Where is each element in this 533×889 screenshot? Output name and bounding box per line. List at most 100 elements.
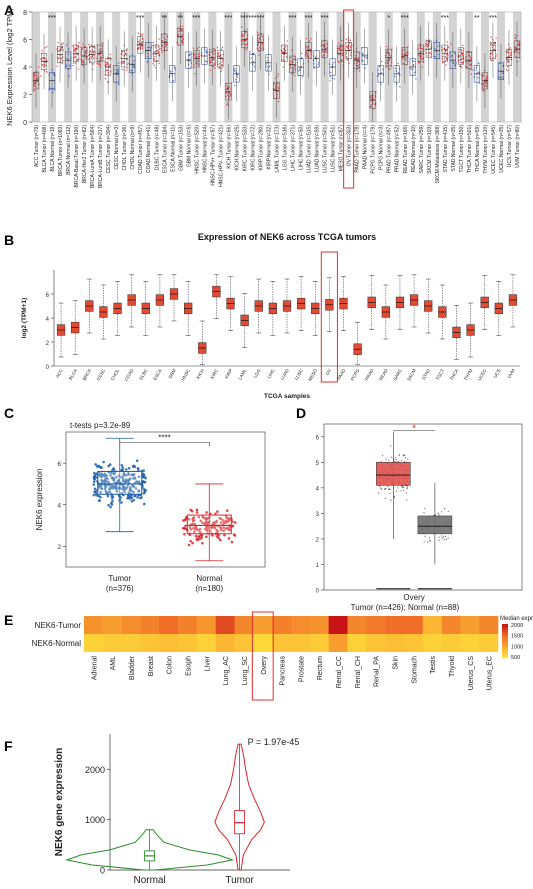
data-point xyxy=(94,491,98,495)
category-label: MESO xyxy=(307,368,318,382)
y-tick-label: 2 xyxy=(23,93,27,100)
data-point xyxy=(111,495,115,498)
data-point xyxy=(57,42,59,44)
category-label: UVM xyxy=(506,368,515,379)
data-point xyxy=(189,508,193,512)
data-point xyxy=(100,56,103,58)
data-point xyxy=(101,42,103,44)
data-point xyxy=(122,488,125,491)
data-point xyxy=(226,103,228,106)
data-point xyxy=(506,69,509,72)
violin-outline xyxy=(64,829,235,871)
data-point xyxy=(397,71,400,74)
data-point xyxy=(125,54,127,56)
column-label: AML xyxy=(110,656,117,671)
data-point xyxy=(466,60,468,63)
data-point xyxy=(120,464,124,467)
data-point xyxy=(347,47,350,50)
group-caption: Tumor (n=426); Normal (n=88) xyxy=(351,603,460,612)
data-point xyxy=(182,519,185,522)
data-point xyxy=(459,65,461,68)
category-label: CESC.Tumor (n=304) xyxy=(106,125,112,174)
data-point xyxy=(466,63,469,65)
row-label: NEK6-Normal xyxy=(32,639,82,648)
data-point xyxy=(44,47,46,49)
data-point xyxy=(482,90,485,92)
data-point xyxy=(499,76,501,78)
data-point xyxy=(194,56,197,58)
data-point xyxy=(393,496,395,499)
category-label: LAML.Tumor (n=173) xyxy=(275,125,281,173)
data-point xyxy=(209,60,212,62)
data-point xyxy=(234,84,236,87)
data-point xyxy=(103,478,107,481)
legend-gradient-step xyxy=(502,647,508,650)
data-point xyxy=(93,51,95,54)
data-point xyxy=(203,522,207,526)
data-point xyxy=(218,55,220,57)
significance-label: *** xyxy=(321,15,329,22)
data-point xyxy=(162,36,164,39)
legend-gradient-step xyxy=(502,642,508,645)
legend-title: Median expression xyxy=(500,616,533,622)
data-point xyxy=(40,75,42,77)
data-point xyxy=(292,70,295,72)
data-point xyxy=(405,457,407,459)
data-point xyxy=(121,60,124,63)
data-point xyxy=(429,540,431,542)
data-point xyxy=(103,474,107,477)
plot-frame xyxy=(65,431,266,568)
data-point xyxy=(34,82,37,85)
data-point xyxy=(507,50,509,52)
legend-gradient-step xyxy=(502,630,508,633)
data-point xyxy=(510,58,512,61)
y-tick-label: 4 xyxy=(57,503,61,510)
category-label: ESCA.Tumor (n=184) xyxy=(162,125,168,173)
data-point xyxy=(133,465,137,469)
data-point xyxy=(95,494,98,497)
data-point xyxy=(112,486,116,490)
data-point xyxy=(421,66,424,68)
category-label: LUAD.Tumor (n=515) xyxy=(307,125,313,173)
data-point xyxy=(128,477,132,480)
category-label: READ.Tumor (n=166) xyxy=(403,125,409,174)
data-point xyxy=(108,486,112,490)
category-label: CESC xyxy=(96,367,107,381)
data-point xyxy=(398,454,400,456)
data-point xyxy=(340,59,343,61)
data-point xyxy=(109,53,111,56)
category-label: ACC xyxy=(55,367,64,378)
data-point xyxy=(218,67,220,69)
data-point xyxy=(461,66,463,68)
data-point xyxy=(380,60,383,63)
data-point xyxy=(362,60,364,62)
data-point xyxy=(197,63,199,65)
data-point xyxy=(209,69,211,71)
data-point xyxy=(89,46,91,49)
data-point xyxy=(192,516,196,519)
data-point xyxy=(73,53,76,56)
data-point xyxy=(257,34,260,37)
highlight-box xyxy=(320,251,338,383)
data-point xyxy=(305,51,308,54)
category-label: UCS xyxy=(493,368,502,379)
data-point xyxy=(422,61,425,64)
data-point xyxy=(282,58,284,61)
y-tick-label: 6 xyxy=(57,461,61,468)
heatmap-cell xyxy=(460,616,480,634)
category-label: UCEC xyxy=(477,367,488,381)
data-point xyxy=(105,69,108,71)
data-point xyxy=(339,54,341,56)
data-point xyxy=(290,60,292,62)
data-point xyxy=(391,456,393,458)
data-point xyxy=(226,94,229,97)
category-label: Overy xyxy=(403,593,424,602)
category-label: DLBC xyxy=(138,367,149,381)
data-point xyxy=(117,70,119,72)
data-point xyxy=(100,47,102,50)
data-point xyxy=(134,487,138,490)
data-point xyxy=(226,86,229,88)
data-point xyxy=(211,534,214,537)
data-point xyxy=(108,65,110,67)
data-point xyxy=(277,100,280,103)
